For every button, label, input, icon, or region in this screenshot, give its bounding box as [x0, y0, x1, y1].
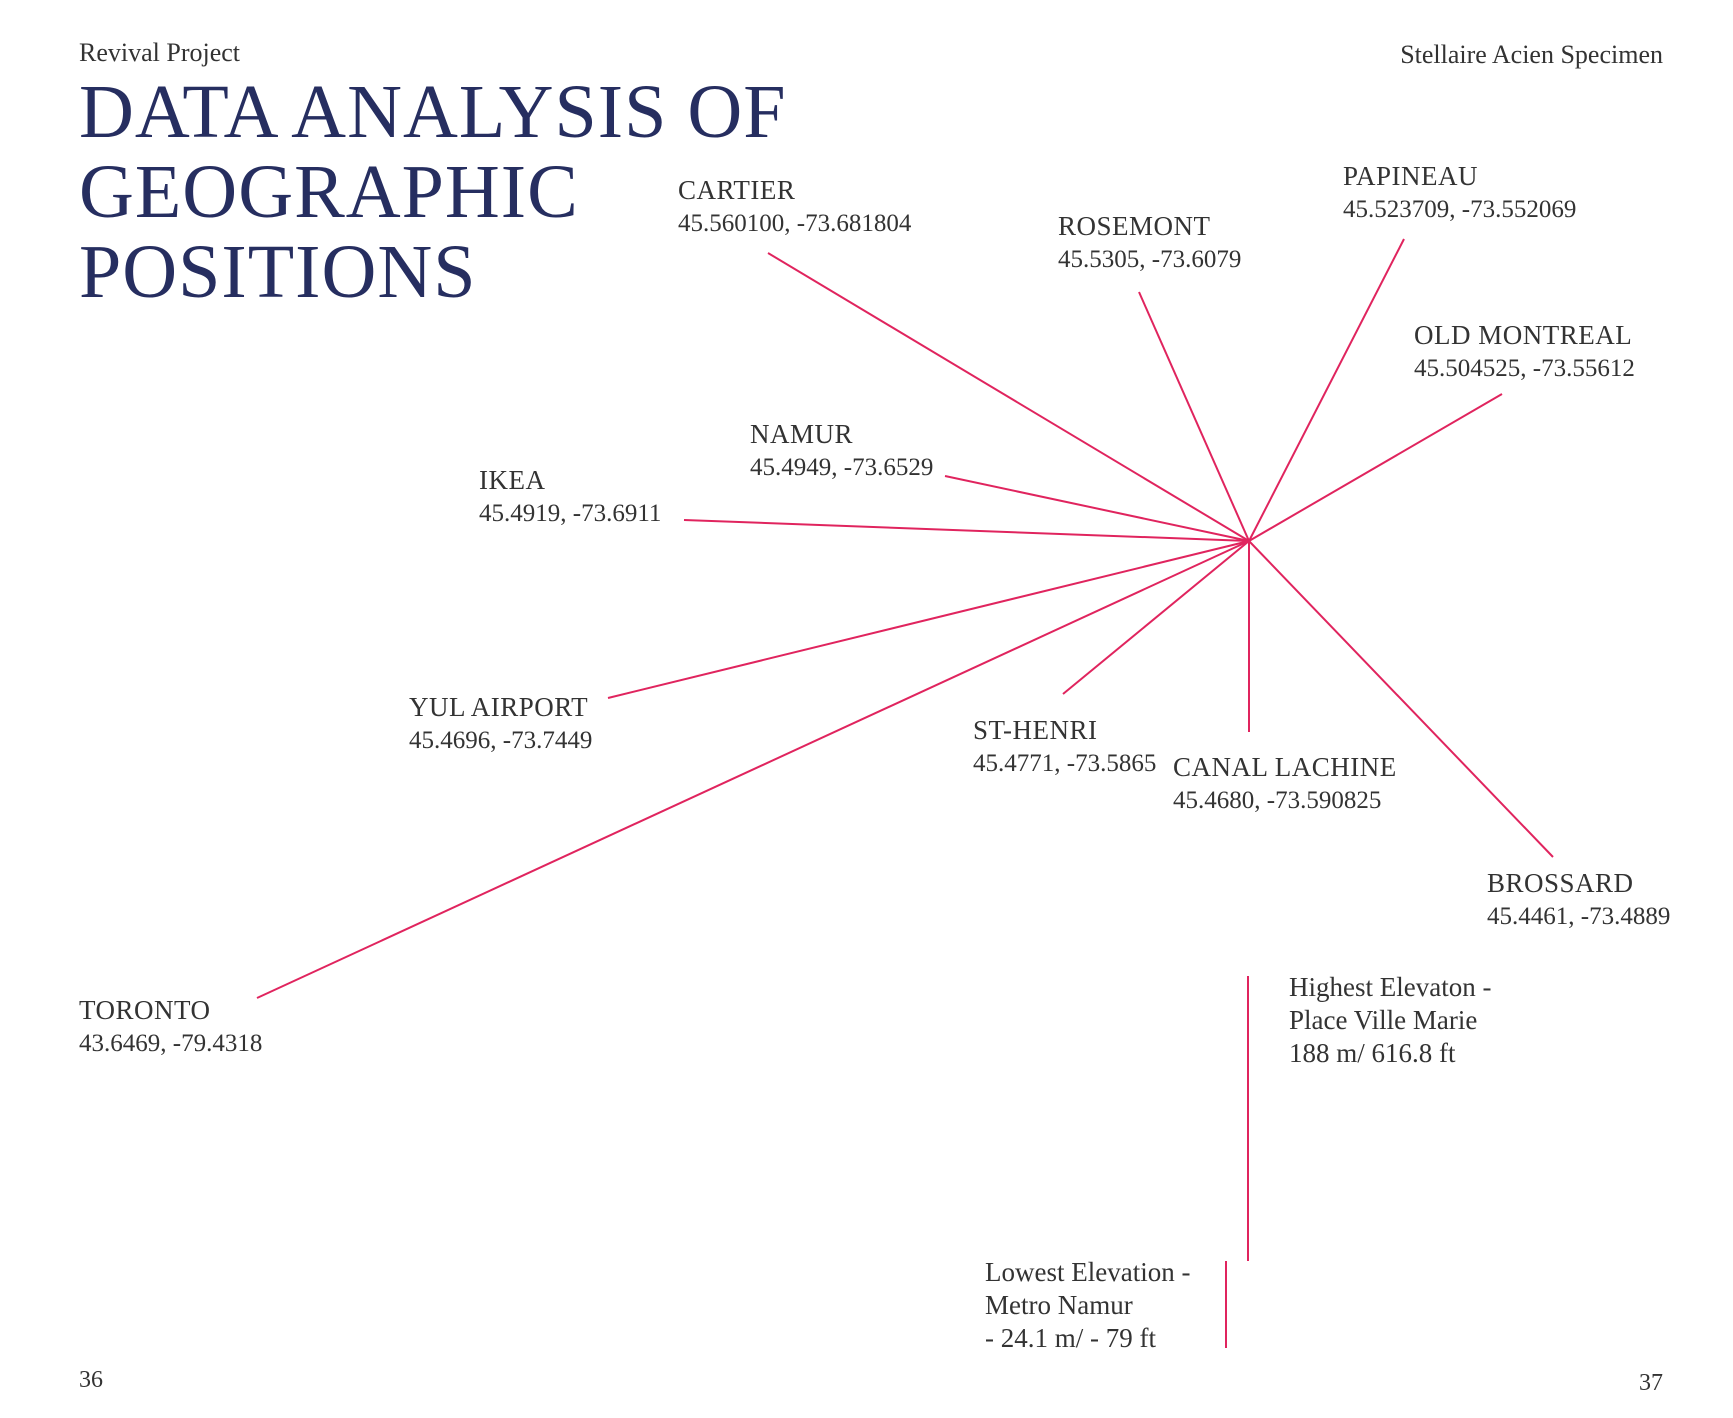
- elevation-line: Place Ville Marie: [1289, 1005, 1478, 1035]
- place-name: OLD MONTREAL: [1414, 320, 1633, 350]
- place-coords: 43.6469, -79.4318: [79, 1030, 263, 1057]
- place-name: BROSSARD: [1487, 868, 1634, 898]
- place-name: CARTIER: [678, 175, 796, 205]
- label-st-henri: ST-HENRI 45.4771, -73.5865: [973, 713, 1156, 781]
- ikea-line: [683, 519, 1250, 542]
- label-cartier: CARTIER 45.560100, -73.681804: [678, 173, 911, 241]
- place-coords: 45.4680, -73.590825: [1173, 787, 1382, 814]
- label-rosemont: ROSEMONT 45.5305, -73.6079: [1058, 209, 1241, 277]
- label-namur: NAMUR 45.4949, -73.6529: [750, 417, 933, 485]
- label-canal-lachine: CANAL LACHINE 45.4680, -73.590825: [1173, 750, 1397, 818]
- elevation-line: Highest Elevaton -: [1289, 972, 1492, 1002]
- elevation-line: Metro Namur: [985, 1290, 1133, 1320]
- page-number-left: 36: [79, 1367, 103, 1393]
- title-line-2: GEOGRAPHIC: [79, 150, 579, 234]
- page-number-right: 37: [1639, 1370, 1663, 1396]
- label-old-montreal: OLD MONTREAL 45.504525, -73.55612: [1414, 318, 1635, 386]
- place-coords: 45.560100, -73.681804: [678, 210, 912, 237]
- label-brossard: BROSSARD 45.4461, -73.4889: [1487, 866, 1670, 934]
- highest-elevation-note: Highest Elevaton - Place Ville Marie 188…: [1289, 971, 1491, 1070]
- place-coords: 45.4461, -73.4889: [1487, 903, 1671, 930]
- old-montreal-line: [1248, 393, 1503, 542]
- project-name: Revival Project: [79, 38, 241, 67]
- rosemont-line: [1138, 291, 1250, 542]
- elevation-line: Lowest Elevation -: [985, 1257, 1191, 1287]
- page-title: DATA ANALYSIS OF GEOGRAPHIC POSITIONS: [79, 72, 787, 312]
- st-henri-line: [1062, 540, 1250, 695]
- place-name: CANAL LACHINE: [1173, 752, 1397, 782]
- lowest-elevation-note: Lowest Elevation - Metro Namur - 24.1 m/…: [985, 1256, 1190, 1355]
- place-coords: 45.4771, -73.5865: [973, 750, 1157, 777]
- place-coords: 45.5305, -73.6079: [1058, 246, 1242, 273]
- cartier-line: [767, 252, 1250, 542]
- place-name: ROSEMONT: [1058, 211, 1211, 241]
- place-name: PAPINEAU: [1343, 161, 1479, 191]
- namur-line: [944, 475, 1250, 542]
- place-name: ST-HENRI: [973, 715, 1098, 745]
- place-name: TORONTO: [79, 995, 211, 1025]
- specimen-name: Stellaire Acien Specimen: [1400, 40, 1663, 69]
- yul-airport-line: [607, 540, 1250, 699]
- place-coords: 45.4949, -73.6529: [750, 454, 934, 481]
- label-papineau: PAPINEAU 45.523709, -73.552069: [1343, 159, 1576, 227]
- title-line-3: POSITIONS: [79, 230, 477, 314]
- place-name: YUL AIRPORT: [409, 692, 589, 722]
- place-name: NAMUR: [750, 419, 854, 449]
- place-coords: 45.4696, -73.7449: [409, 727, 593, 754]
- place-coords: 45.4919, -73.6911: [479, 500, 662, 527]
- elevation-line: - 24.1 m/ - 79 ft: [985, 1323, 1156, 1353]
- label-ikea: IKEA 45.4919, -73.6911: [479, 463, 661, 531]
- papineau-line: [1248, 238, 1405, 542]
- label-toronto: TORONTO 43.6469, -79.4318: [79, 993, 262, 1061]
- label-yul-airport: YUL AIRPORT 45.4696, -73.7449: [409, 690, 592, 758]
- elevation-line: 188 m/ 616.8 ft: [1289, 1038, 1456, 1068]
- title-line-1: DATA ANALYSIS OF: [79, 70, 787, 154]
- place-coords: 45.504525, -73.55612: [1414, 355, 1635, 382]
- place-name: IKEA: [479, 465, 546, 495]
- place-coords: 45.523709, -73.552069: [1343, 196, 1577, 223]
